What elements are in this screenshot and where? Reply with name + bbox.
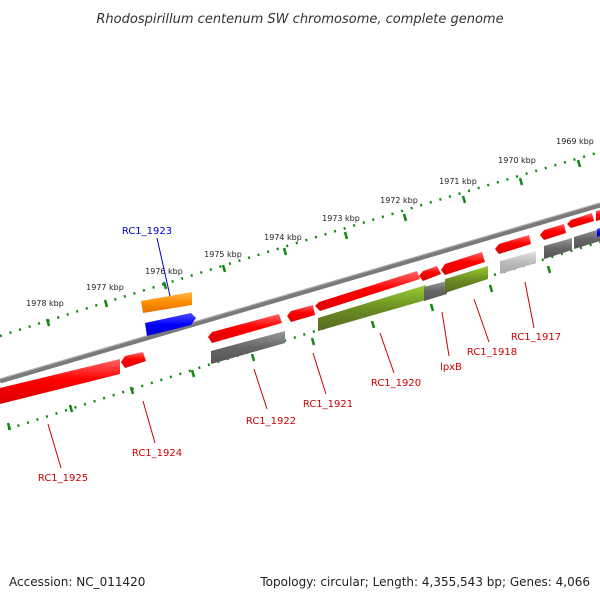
gene-label-rc1-1920[interactable]: RC1_1920 xyxy=(371,378,421,389)
gene-label-rc1-1925[interactable]: RC1_1925 xyxy=(38,473,88,484)
gene-rc1-1924[interactable] xyxy=(121,352,146,368)
leader-rc1-1923 xyxy=(156,237,171,297)
gene-label-rc1-1918[interactable]: RC1_1918 xyxy=(467,347,517,358)
leader-rc1-1921 xyxy=(312,352,327,395)
gene-next-grey-1[interactable] xyxy=(544,238,572,259)
leader-rc1-1918 xyxy=(473,298,490,343)
ruler-label-1977: 1977 kbp xyxy=(86,283,124,292)
gene-labels: RC1_1923 RC1_1925 RC1_1924 RC1_1922 RC1_… xyxy=(38,226,561,484)
gene-rc1-1920-olive[interactable] xyxy=(318,285,426,331)
gene-rc1-1920-red[interactable] xyxy=(315,271,420,311)
gene-rc1-1922-red[interactable] xyxy=(208,314,282,343)
chromosome-backbone xyxy=(0,202,600,384)
gene-rc1-1918-red[interactable] xyxy=(441,252,485,275)
ruler-labels: 1978 kbp 1977 kbp 1976 kbp 1975 kbp 1974… xyxy=(26,137,594,308)
gene-rc1-1922-grey[interactable] xyxy=(211,331,285,364)
gene-next-red-1[interactable] xyxy=(540,224,566,240)
accession-text: Accession: NC_011420 xyxy=(9,575,145,589)
gene-label-rc1-1921[interactable]: RC1_1921 xyxy=(303,399,353,410)
chromosome-backbone-highlight xyxy=(0,202,600,380)
gene-next-grey-2[interactable] xyxy=(574,229,600,249)
gene-lpxb-grey[interactable] xyxy=(424,281,447,301)
gene-label-rc1-1922[interactable]: RC1_1922 xyxy=(246,416,296,427)
ruler-label-1975: 1975 kbp xyxy=(204,250,242,259)
ruler-label-1971: 1971 kbp xyxy=(439,177,477,186)
leader-rc1-1924 xyxy=(142,400,156,444)
leader-lpxb xyxy=(441,311,450,357)
gene-next-red-2[interactable] xyxy=(567,213,594,228)
ruler-label-1978: 1978 kbp xyxy=(26,299,64,308)
gene-next-red-3[interactable] xyxy=(596,210,600,221)
gene-rc1-1925[interactable] xyxy=(0,359,120,404)
ruler-label-1973: 1973 kbp xyxy=(322,214,360,223)
gene-label-lpxb[interactable]: lpxB xyxy=(440,362,462,373)
outer-ruler-major-ticks xyxy=(45,159,582,327)
map-title: Rhodospirillum centenum SW chromosome, c… xyxy=(96,12,503,27)
gene-rc1-1923-blue[interactable] xyxy=(145,313,196,336)
gene-rc1-1923-orange[interactable] xyxy=(141,292,192,313)
gene-lpxb-red[interactable] xyxy=(419,266,441,281)
gene-rc1-1917-lightgrey[interactable] xyxy=(500,251,536,274)
gene-next-blue-3[interactable] xyxy=(597,228,600,237)
inner-ruler-major-ticks xyxy=(6,265,552,431)
ruler-label-1974: 1974 kbp xyxy=(264,233,302,242)
gene-rc1-1921[interactable] xyxy=(287,305,315,322)
genome-summary-text: Topology: circular; Length: 4,355,543 bp… xyxy=(259,575,590,589)
gene-label-rc1-1924[interactable]: RC1_1924 xyxy=(132,448,182,459)
ruler-label-1969: 1969 kbp xyxy=(556,137,594,146)
gene-rc1-1917-red[interactable] xyxy=(495,235,531,254)
leader-rc1-1920 xyxy=(379,332,395,374)
leader-rc1-1925 xyxy=(47,423,62,469)
ruler-label-1972: 1972 kbp xyxy=(380,196,418,205)
gene-rc1-1918-olive[interactable] xyxy=(445,266,488,293)
ruler-label-1970: 1970 kbp xyxy=(498,156,536,165)
gene-label-rc1-1917[interactable]: RC1_1917 xyxy=(511,332,561,343)
gene-label-rc1-1923[interactable]: RC1_1923 xyxy=(122,226,172,237)
leader-rc1-1917 xyxy=(524,281,535,329)
leader-lines xyxy=(47,237,535,469)
leader-rc1-1922 xyxy=(253,368,268,410)
